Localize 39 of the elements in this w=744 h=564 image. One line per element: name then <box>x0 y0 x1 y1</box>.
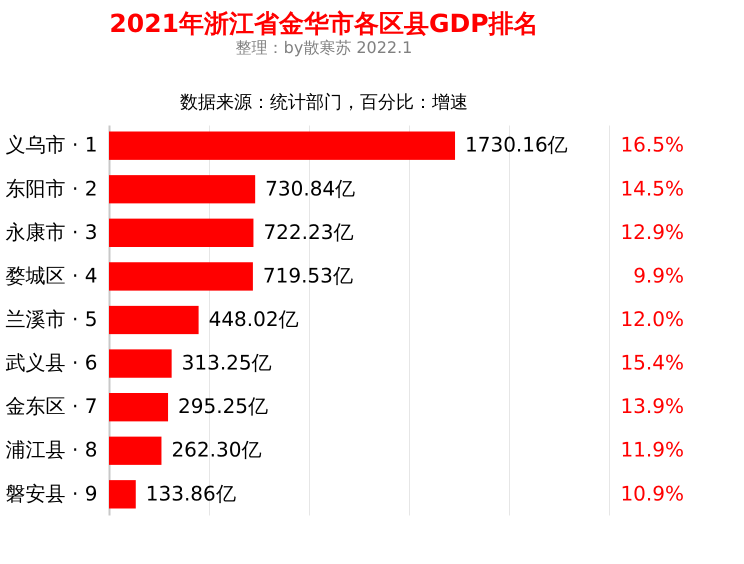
data-label: 262.30亿 <box>171 438 262 462</box>
bar <box>109 349 172 378</box>
bar <box>109 436 162 465</box>
data-label: 133.86亿 <box>146 481 236 506</box>
text: 9.9% <box>633 263 684 288</box>
chart-subtitle: 整理：by散寒苏 2022.1 <box>236 38 412 57</box>
text: 15.4% <box>620 350 684 375</box>
bar <box>109 132 456 160</box>
bar <box>109 480 136 508</box>
data-label: 719.53亿 <box>262 263 353 288</box>
y-tick-label: 永康市 · 3 <box>6 220 98 244</box>
text: 10.9% <box>620 481 684 506</box>
data-label: 313.25亿 <box>182 350 272 375</box>
bar <box>109 175 256 204</box>
data-label: 730.84亿 <box>265 176 356 200</box>
bar <box>109 262 253 291</box>
y-tick-label: 义乌市 · 1 <box>6 132 98 157</box>
y-tick-label: 东阳市 · 2 <box>6 176 98 200</box>
y-tick-label: 兰溪市 · 5 <box>6 307 98 331</box>
text: 16.5% <box>620 132 684 157</box>
text: 12.9% <box>620 220 684 244</box>
y-tick-label: 浦江县 · 8 <box>6 438 98 462</box>
y-tick-label: 婺城区 · 4 <box>6 263 98 288</box>
bar <box>109 306 199 334</box>
data-label: 722.23亿 <box>263 220 354 244</box>
data-label: 295.25亿 <box>178 394 268 418</box>
text: 13.9% <box>620 394 684 418</box>
y-tick-label: 金东区 · 7 <box>6 394 98 418</box>
data-label: 448.02亿 <box>208 307 299 331</box>
y-tick-label: 磐安县 · 9 <box>6 481 98 506</box>
text: 12.0% <box>620 307 684 331</box>
bar <box>109 392 168 422</box>
chart-title: 2021年浙江省金华市各区县GDP排名 <box>109 9 539 38</box>
source-note: 数据来源：统计部门，百分比：增速 <box>180 92 468 113</box>
text: 11.9% <box>620 438 684 462</box>
data-label: 1730.16亿 <box>465 132 568 157</box>
y-tick-label: 武义县 · 6 <box>6 350 98 375</box>
bar <box>109 218 254 248</box>
text: 14.5% <box>620 176 684 200</box>
